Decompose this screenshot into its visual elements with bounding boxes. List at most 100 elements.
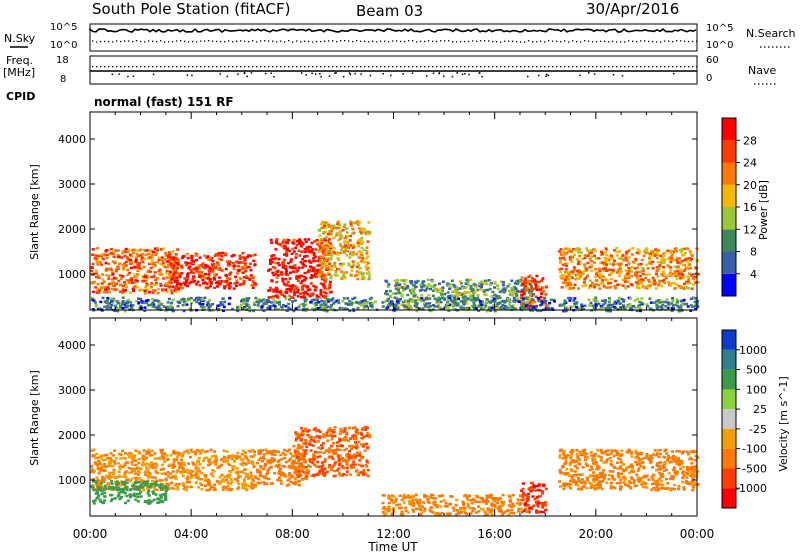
noise-search-dot bbox=[252, 40, 254, 42]
data-cell bbox=[327, 253, 331, 256]
data-cell bbox=[660, 305, 664, 308]
data-cell bbox=[300, 295, 303, 299]
data-cell bbox=[303, 459, 307, 462]
data-cell bbox=[322, 290, 326, 294]
nave-dot bbox=[684, 66, 686, 68]
noise-search-dot bbox=[276, 41, 278, 43]
data-cell bbox=[176, 263, 180, 266]
data-cell bbox=[270, 456, 274, 460]
data-cell bbox=[676, 304, 680, 308]
data-cell bbox=[366, 432, 370, 435]
data-cell bbox=[600, 250, 603, 254]
data-cell bbox=[194, 476, 198, 480]
data-cell bbox=[233, 478, 237, 481]
data-cell bbox=[322, 253, 326, 256]
nave-dot bbox=[692, 66, 694, 68]
data-cell bbox=[294, 439, 298, 442]
data-cell bbox=[296, 434, 300, 438]
data-cell bbox=[105, 253, 109, 257]
data-cell bbox=[253, 450, 257, 454]
data-cell bbox=[671, 297, 675, 300]
data-cell bbox=[178, 466, 182, 470]
noise-traces bbox=[89, 27, 698, 43]
data-cell bbox=[433, 283, 437, 287]
data-cell bbox=[507, 298, 510, 301]
data-cell bbox=[134, 258, 138, 261]
data-cell bbox=[150, 256, 154, 259]
data-cell bbox=[305, 475, 309, 478]
data-cell bbox=[349, 252, 352, 256]
nave-dot bbox=[508, 66, 510, 68]
data-cell bbox=[323, 287, 327, 290]
data-cell bbox=[527, 275, 531, 279]
data-cell bbox=[219, 280, 223, 283]
data-cell bbox=[130, 477, 134, 480]
data-cell bbox=[678, 249, 682, 252]
data-cell bbox=[619, 262, 623, 265]
data-cell bbox=[106, 299, 110, 302]
data-cell bbox=[185, 487, 188, 490]
data-cell bbox=[291, 247, 295, 251]
data-cell bbox=[158, 307, 162, 310]
data-cell bbox=[275, 280, 279, 284]
data-cell bbox=[256, 481, 260, 485]
data-cell bbox=[182, 309, 186, 313]
data-cell bbox=[457, 291, 461, 295]
data-cell bbox=[667, 303, 671, 306]
data-cell bbox=[180, 461, 184, 464]
data-cell bbox=[323, 303, 327, 306]
data-cell bbox=[160, 248, 163, 251]
data-cell bbox=[688, 263, 692, 267]
data-cell bbox=[156, 292, 160, 295]
data-cell bbox=[133, 281, 137, 284]
data-cell bbox=[526, 296, 530, 299]
data-cell bbox=[567, 296, 571, 300]
data-cell bbox=[599, 305, 603, 308]
data-cell bbox=[428, 297, 432, 300]
data-cell bbox=[309, 301, 313, 304]
data-cell bbox=[359, 228, 363, 232]
data-cell bbox=[485, 301, 489, 304]
data-cell bbox=[342, 297, 346, 300]
data-cell bbox=[241, 298, 245, 301]
data-cell bbox=[354, 437, 358, 441]
data-cell bbox=[506, 285, 510, 288]
noise-search-dot bbox=[152, 40, 154, 42]
data-cell bbox=[533, 300, 537, 304]
data-cell bbox=[189, 280, 193, 284]
data-cell bbox=[288, 457, 292, 461]
data-cell bbox=[352, 437, 356, 441]
nave-dot bbox=[656, 66, 658, 68]
data-cell bbox=[408, 289, 412, 292]
data-cell bbox=[299, 281, 303, 285]
data-cell bbox=[92, 448, 96, 451]
data-cell bbox=[297, 479, 301, 483]
data-cell bbox=[197, 456, 201, 460]
freq-dip bbox=[354, 72, 356, 75]
data-cell bbox=[586, 249, 590, 252]
data-cell bbox=[611, 263, 615, 266]
data-cell bbox=[226, 456, 230, 459]
data-cell bbox=[359, 251, 363, 254]
data-cell bbox=[144, 273, 147, 276]
data-cell bbox=[625, 279, 628, 282]
data-cell bbox=[362, 248, 366, 252]
data-cell bbox=[269, 260, 273, 264]
data-cell bbox=[485, 298, 489, 301]
nave-dot bbox=[396, 66, 398, 68]
data-cell bbox=[629, 297, 633, 300]
data-cell bbox=[634, 306, 638, 309]
data-cell bbox=[486, 288, 489, 292]
data-cell bbox=[313, 240, 317, 243]
data-cell bbox=[508, 304, 512, 307]
freq-dip bbox=[360, 73, 362, 75]
data-cell bbox=[165, 454, 169, 457]
data-cell bbox=[645, 303, 649, 306]
data-cell bbox=[180, 272, 184, 275]
data-cell bbox=[196, 280, 200, 284]
data-cell bbox=[319, 297, 323, 300]
data-cell bbox=[133, 275, 137, 279]
data-cell bbox=[406, 301, 410, 305]
data-cell bbox=[201, 303, 205, 306]
data-cell bbox=[491, 300, 495, 303]
